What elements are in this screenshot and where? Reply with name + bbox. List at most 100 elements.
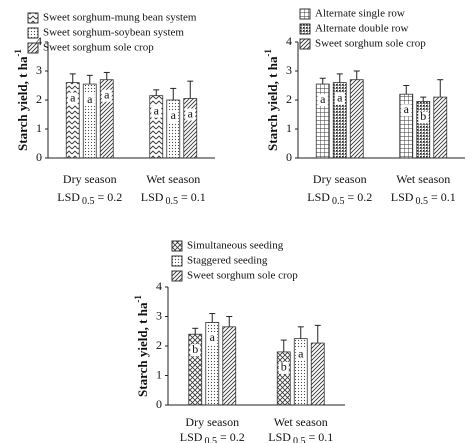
legend-swatch (299, 38, 311, 50)
lsd-main: LSD (57, 190, 80, 204)
legend-swatch (171, 270, 183, 282)
x-tick-label: Wet season (146, 172, 200, 186)
lsd-main: LSD (141, 190, 164, 204)
y-tick-label: 0 (36, 150, 42, 164)
legend-swatch (27, 42, 39, 54)
lsd-main: LSD (307, 190, 330, 204)
legend-swatch (299, 23, 311, 35)
letter-bg (151, 105, 162, 118)
letter-bg (295, 348, 306, 361)
significance-letter: a (210, 330, 216, 344)
lsd-main: LSD (180, 430, 203, 443)
lsd-sub: 0.5 (332, 196, 345, 207)
x-tick-label: Wet season (274, 415, 328, 429)
significance-letter: b (192, 342, 198, 356)
bar (349, 79, 364, 159)
y-tick-label: 3 (156, 308, 162, 322)
legend-label: Alternate double row (315, 23, 409, 35)
lsd-label: LSD 0.5 = 0.1 (268, 430, 333, 443)
lsd-tail: = 0.1 (308, 430, 333, 443)
lsd-label: LSD 0.5 = 0.2 (57, 190, 122, 208)
y-axis-label-sup: -1 (263, 49, 273, 57)
legend-swatch (299, 8, 311, 20)
y-tick-label: 1 (286, 121, 292, 135)
lsd-tail: = 0.1 (431, 190, 456, 204)
x-tick-label: Dry season (185, 415, 239, 429)
significance-letter: b (281, 360, 287, 374)
bar (433, 96, 448, 159)
letter-bg (101, 89, 112, 102)
letter-bg (84, 94, 95, 107)
y-tick-label: 4 (36, 34, 42, 48)
y-tick-label: 1 (156, 367, 162, 381)
lsd-sub: 0.5 (415, 196, 428, 207)
legend-swatch (27, 27, 39, 39)
legend-swatch (171, 240, 183, 252)
legend-label: Sweet sorghum sole crop (315, 38, 426, 50)
lsd-label: LSD 0.5 = 0.2 (180, 430, 245, 443)
y-axis-label: Starch yield, t ha-1 (263, 49, 280, 151)
legend-label: Sweet sorghum sole crop (187, 270, 298, 282)
y-tick-label: 4 (286, 34, 292, 48)
legend-label: Simultaneous seeding (187, 240, 284, 252)
y-tick-label: 0 (156, 397, 162, 411)
significance-letter: a (171, 108, 177, 122)
letter-bg (190, 344, 201, 357)
lsd-label: LSD 0.5 = 0.1 (391, 190, 456, 208)
lsd-sub: 0.5 (165, 196, 178, 207)
y-tick-label: 2 (286, 92, 292, 106)
y-axis-label: Starch yield, t ha-1 (133, 295, 150, 397)
x-tick-label: Dry season (313, 172, 367, 186)
lsd-tail: = 0.2 (97, 190, 122, 204)
significance-letter: a (188, 106, 194, 120)
letter-bg (278, 361, 289, 374)
y-axis-label: Starch yield, t ha-1 (13, 49, 30, 151)
significance-letter: b (420, 109, 426, 123)
y-axis-label-sup: -1 (133, 295, 143, 303)
significance-letter: a (298, 346, 304, 360)
lsd-sub: 0.5 (82, 196, 95, 207)
legend-swatch (27, 12, 39, 24)
y-tick-label: 3 (286, 63, 292, 77)
lsd-main: LSD (391, 190, 414, 204)
significance-letter: a (104, 87, 110, 101)
legend-label: Staggered seeding (187, 255, 268, 267)
letter-bg (67, 92, 78, 105)
letter-bg (185, 108, 196, 121)
legend-label: Alternate single row (315, 8, 405, 20)
y-tick-label: 1 (36, 121, 42, 135)
significance-letter: a (404, 102, 410, 116)
letter-bg (334, 92, 345, 105)
significance-letter: a (154, 103, 160, 117)
bar (222, 326, 237, 406)
y-tick-label: 2 (36, 92, 42, 106)
y-tick-label: 3 (36, 63, 42, 77)
lsd-sub: 0.5 (293, 436, 306, 443)
y-tick-label: 0 (286, 150, 292, 164)
y-tick-label: 4 (156, 279, 162, 293)
y-axis-label-main: Starch yield, t ha (135, 302, 150, 397)
significance-letter: a (70, 90, 76, 104)
letter-bg (168, 110, 179, 122)
legend-swatch (171, 255, 183, 267)
significance-letter: a (87, 92, 93, 106)
lsd-tail: = 0.2 (220, 430, 245, 443)
significance-letter: a (320, 92, 326, 106)
bar (310, 342, 325, 406)
x-tick-label: Dry season (63, 172, 117, 186)
letter-bg (401, 104, 412, 117)
legend-label: Sweet sorghum-mung bean system (43, 12, 197, 24)
lsd-tail: = 0.1 (181, 190, 206, 204)
lsd-main: LSD (268, 430, 291, 443)
letter-bg (207, 332, 218, 345)
y-axis-label-main: Starch yield, t ha (15, 56, 30, 151)
y-axis-label-main: Starch yield, t ha (265, 56, 280, 151)
lsd-label: LSD 0.5 = 0.1 (141, 190, 206, 208)
lsd-label: LSD 0.5 = 0.2 (307, 190, 372, 208)
y-tick-label: 2 (156, 338, 162, 352)
legend-label: Sweet sorghum-soybean system (43, 27, 184, 39)
legend-label: Sweet sorghum sole crop (43, 42, 154, 54)
letter-bg (418, 111, 429, 124)
significance-letter: a (337, 90, 343, 104)
